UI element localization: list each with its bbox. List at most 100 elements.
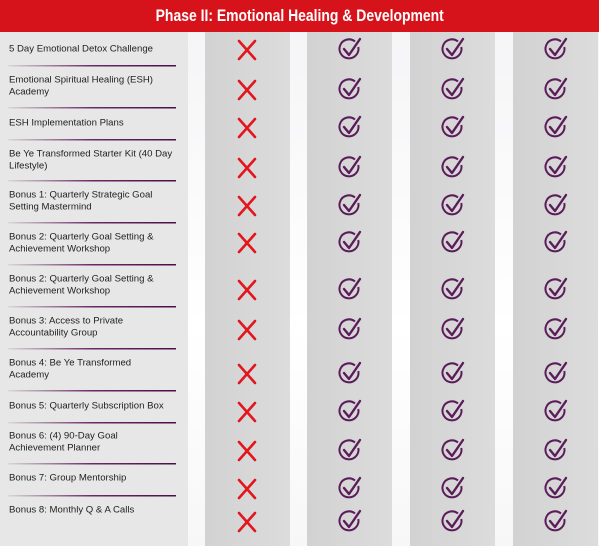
feature-label: Be Ye Transformed Starter Kit (40 Day Li…: [9, 148, 173, 172]
check-icon: [445, 77, 465, 97]
feature-label: Bonus 7: Group Mentorship: [9, 472, 127, 484]
check-icon: [445, 277, 465, 297]
check-icon: [338, 477, 360, 499]
cross-icon: [237, 363, 257, 385]
check-icon: [445, 230, 465, 250]
check-icon: [338, 362, 360, 384]
check-icon: [441, 194, 463, 216]
check-icon: [342, 230, 362, 250]
check-icon: [441, 231, 463, 253]
plan-column: [513, 32, 598, 546]
row-divider: [8, 139, 176, 141]
check-icon: [548, 317, 568, 337]
check-icon: [548, 438, 568, 458]
check-icon: [544, 78, 566, 100]
check-icon: [445, 115, 465, 135]
check-icon: [441, 400, 463, 422]
check-icon: [342, 37, 362, 57]
check-icon: [445, 476, 465, 496]
plan-column: [307, 32, 392, 546]
check-icon: [342, 193, 362, 213]
cross-icon: [237, 39, 257, 61]
check-icon: [548, 115, 568, 135]
check-icon: [342, 77, 362, 97]
check-icon: [342, 115, 362, 135]
check-icon: [548, 361, 568, 381]
check-icon: [338, 278, 360, 300]
feature-label: Bonus 4: Be Ye Transformed Academy: [9, 357, 132, 381]
check-icon: [544, 194, 566, 216]
check-icon: [342, 361, 362, 381]
check-icon: [548, 37, 568, 57]
cross-icon: [237, 117, 257, 139]
check-icon: [445, 193, 465, 213]
check-icon: [544, 278, 566, 300]
cross-icon: [237, 232, 257, 254]
cross-icon: [237, 79, 257, 101]
check-icon: [338, 194, 360, 216]
row-divider: [8, 107, 176, 109]
check-icon: [544, 362, 566, 384]
check-icon: [338, 116, 360, 138]
check-icon: [544, 477, 566, 499]
check-icon: [445, 37, 465, 57]
check-icon: [544, 231, 566, 253]
plan-column: [410, 32, 495, 546]
check-icon: [544, 400, 566, 422]
check-icon: [548, 155, 568, 175]
check-icon: [544, 156, 566, 178]
cross-icon: [237, 511, 257, 533]
header-bar: Phase II: Emotional Healing & Developmen…: [0, 0, 599, 32]
cross-icon: [237, 401, 257, 423]
check-icon: [338, 38, 360, 60]
check-icon: [441, 318, 463, 340]
check-icon: [441, 156, 463, 178]
check-icon: [548, 193, 568, 213]
feature-label: Bonus 8: Monthly Q & A Calls: [9, 504, 135, 516]
check-icon: [441, 439, 463, 461]
check-icon: [544, 439, 566, 461]
row-divider: [8, 264, 176, 266]
check-icon: [441, 38, 463, 60]
check-icon: [445, 509, 465, 529]
check-icon: [441, 78, 463, 100]
check-icon: [548, 476, 568, 496]
feature-label: 5 Day Emotional Detox Challenge: [9, 43, 153, 55]
row-divider: [8, 422, 176, 424]
check-icon: [548, 230, 568, 250]
check-icon: [445, 317, 465, 337]
check-icon: [342, 399, 362, 419]
check-icon: [338, 78, 360, 100]
feature-column: [0, 32, 188, 546]
check-icon: [342, 277, 362, 297]
check-icon: [548, 399, 568, 419]
check-icon: [338, 439, 360, 461]
check-icon: [441, 477, 463, 499]
feature-label: Bonus 1: Quarterly Strategic Goal Settin…: [9, 189, 153, 213]
cross-icon: [237, 157, 257, 179]
row-divider: [8, 463, 176, 465]
feature-label: Emotional Spiritual Healing (ESH) Academ…: [9, 74, 153, 98]
check-icon: [445, 361, 465, 381]
check-icon: [342, 476, 362, 496]
row-divider: [8, 180, 176, 182]
cross-icon: [237, 440, 257, 462]
check-icon: [338, 510, 360, 532]
check-icon: [338, 318, 360, 340]
cross-icon: [237, 478, 257, 500]
feature-label: ESH Implementation Plans: [9, 117, 124, 129]
check-icon: [544, 510, 566, 532]
row-divider: [8, 306, 176, 308]
row-divider: [8, 222, 176, 224]
check-icon: [548, 77, 568, 97]
feature-label: Bonus 3: Access to Private Accountabilit…: [9, 315, 124, 339]
check-icon: [441, 510, 463, 532]
check-icon: [548, 277, 568, 297]
check-icon: [338, 156, 360, 178]
check-icon: [342, 438, 362, 458]
row-divider: [8, 390, 176, 392]
feature-label: Bonus 5: Quarterly Subscription Box: [9, 400, 164, 412]
check-icon: [544, 318, 566, 340]
